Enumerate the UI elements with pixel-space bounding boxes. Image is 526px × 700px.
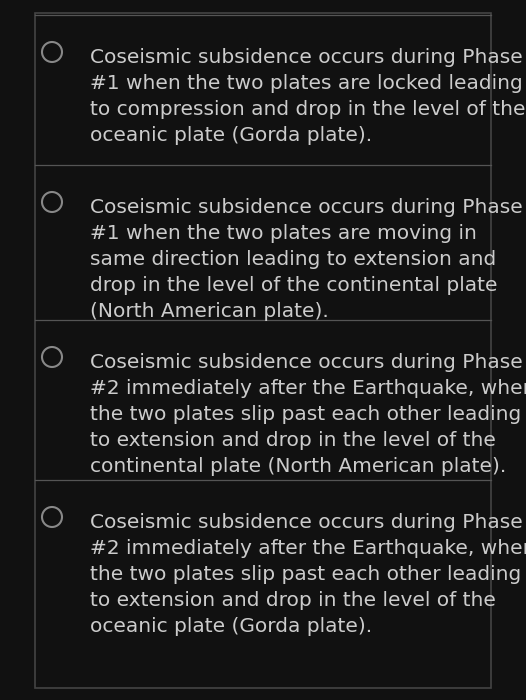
Text: Coseismic subsidence occurs during Phase: Coseismic subsidence occurs during Phase (90, 48, 523, 67)
Text: same direction leading to extension and: same direction leading to extension and (90, 250, 496, 269)
Text: to compression and drop in the level of the: to compression and drop in the level of … (90, 100, 525, 119)
Text: to extension and drop in the level of the: to extension and drop in the level of th… (90, 591, 496, 610)
Text: drop in the level of the continental plate: drop in the level of the continental pla… (90, 276, 498, 295)
Text: Coseismic subsidence occurs during Phase: Coseismic subsidence occurs during Phase (90, 513, 523, 532)
Text: the two plates slip past each other leading: the two plates slip past each other lead… (90, 565, 521, 584)
Text: #2 immediately after the Earthquake, when: #2 immediately after the Earthquake, whe… (90, 379, 526, 398)
Text: continental plate (North American plate).: continental plate (North American plate)… (90, 457, 506, 476)
Text: #1 when the two plates are moving in: #1 when the two plates are moving in (90, 224, 477, 243)
Text: #1 when the two plates are locked leading: #1 when the two plates are locked leadin… (90, 74, 523, 93)
Text: #2 immediately after the Earthquake, when: #2 immediately after the Earthquake, whe… (90, 539, 526, 558)
Text: Coseismic subsidence occurs during Phase: Coseismic subsidence occurs during Phase (90, 353, 523, 372)
Bar (35, 13, 491, 688)
Text: oceanic plate (Gorda plate).: oceanic plate (Gorda plate). (90, 617, 372, 636)
Text: Coseismic subsidence occurs during Phase: Coseismic subsidence occurs during Phase (90, 198, 523, 217)
Text: the two plates slip past each other leading: the two plates slip past each other lead… (90, 405, 521, 424)
Text: (North American plate).: (North American plate). (90, 302, 329, 321)
Text: oceanic plate (Gorda plate).: oceanic plate (Gorda plate). (90, 126, 372, 145)
Text: to extension and drop in the level of the: to extension and drop in the level of th… (90, 431, 496, 450)
